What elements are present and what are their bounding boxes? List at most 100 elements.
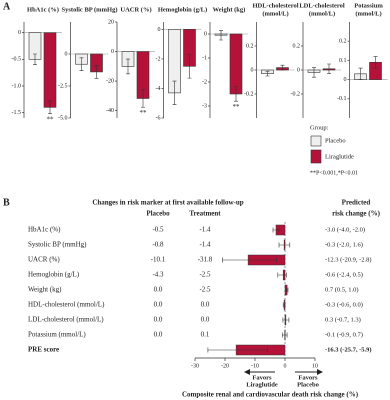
y-tick-label: -6: [156, 115, 161, 121]
error-bar: [141, 89, 145, 108]
error-bar: [79, 57, 84, 71]
y-tick-label: 0: [65, 51, 68, 57]
error-bar: [126, 58, 130, 75]
table-cell: 0.1: [201, 331, 210, 339]
row-label: Systolic BP (mmHg): [28, 241, 87, 249]
y-tick-label: -0.1: [337, 96, 347, 102]
column-header: Treatment: [189, 210, 221, 218]
chart-title: LDL-cholesterol: [299, 2, 345, 9]
significance: **: [47, 115, 55, 123]
value-label: -0.3 (-2.0, 1.6): [325, 241, 363, 248]
error-bar: [278, 242, 291, 248]
value-label: -3.0 (-4.0, -2.0): [325, 226, 365, 233]
row-label: Hemoglobin (g/L): [28, 271, 80, 279]
value-label: 0.3 (-0.7, 1.3): [325, 316, 361, 323]
row-label: HDL-cholesterol (mmol/L): [28, 301, 105, 309]
row-label: PRE score: [28, 346, 59, 354]
y-tick-label: -1.0: [12, 83, 22, 89]
error-bar: [48, 100, 52, 115]
value-label: -0.1 (-0.9, 0.7): [325, 331, 363, 338]
error-bar: [282, 317, 290, 323]
row-label: Weight (kg): [28, 286, 62, 294]
y-tick-label: -2: [156, 56, 161, 62]
y-tick-label: 0: [251, 67, 254, 73]
error-bar: [172, 80, 177, 106]
table-cell: 0.0: [154, 331, 163, 339]
legend-swatch: [310, 149, 322, 164]
y-tick-label: 0.2: [293, 43, 301, 49]
value-label: -0.6 (-2.4, 0.5): [325, 271, 363, 278]
error-bar: [277, 272, 287, 278]
y-tick-label: -1.5: [12, 110, 22, 116]
row-label: HbA1c (%): [28, 226, 61, 234]
chart-title: (mmol/L): [262, 10, 288, 17]
annotation: Liraglutide: [246, 381, 278, 388]
error-bar: [327, 63, 331, 74]
x-tick-label: 0: [284, 363, 287, 369]
value-label: 0.7 (0.5, 1.0): [325, 286, 359, 293]
table-cell: -10.1: [151, 256, 166, 264]
table-cell: -2.5: [199, 271, 211, 279]
y-tick-label: 0.1: [339, 58, 347, 64]
table-cell: -1.4: [199, 226, 211, 234]
error-bar: [222, 257, 277, 263]
legend-label: Liraglutide: [325, 153, 354, 160]
significance: **: [233, 103, 241, 111]
error-bar: [187, 54, 192, 79]
annotation: Placebo: [297, 381, 319, 388]
legend-title: Group:: [310, 124, 329, 131]
error-bar: [272, 227, 280, 233]
legend-note: **P<0.001,*P<0.01: [310, 170, 358, 176]
panel-label: B: [3, 197, 10, 208]
annotation: Favors: [298, 374, 318, 381]
row-label: UACR (%): [28, 256, 60, 264]
error-bar: [234, 86, 238, 102]
error-bar: [358, 67, 363, 80]
y-tick-label: -5.0: [58, 115, 68, 121]
y-tick-label: 0: [18, 30, 21, 36]
table-cell: 0.0: [154, 301, 163, 309]
value-label: -0.3 (-0.6, 0.0): [325, 301, 363, 308]
chart-title: Systolic BP (mmHg): [62, 6, 118, 13]
chart-title: Weight (kg): [213, 6, 246, 13]
legend-swatch: [310, 135, 322, 147]
x-tick-label: -20: [221, 363, 229, 369]
annotation: Favors: [252, 374, 272, 381]
table-cell: -0.8: [152, 241, 164, 249]
error-bar: [282, 302, 286, 308]
column-header: Predicted: [342, 199, 371, 207]
error-bar: [373, 56, 378, 69]
table-cell: 0.0: [201, 301, 210, 309]
chart-title: HDL-cholesterol: [252, 2, 298, 9]
y-tick-label: 0.2: [246, 43, 254, 49]
chart-title: UACR (%): [120, 6, 151, 13]
table-cell: 0.0: [201, 316, 210, 324]
y-tick-label: 0: [204, 31, 207, 37]
y-tick-label: -1: [202, 55, 207, 61]
table-cell: -2.5: [199, 286, 211, 294]
table-cell: -31.8: [198, 256, 213, 264]
y-tick-label: 0: [158, 27, 161, 33]
x-tick-label: -30: [191, 363, 199, 369]
value-label: -16.3 (-25.7, -5.9): [325, 346, 372, 353]
x-axis-title: Composite renal and cardiovascular death…: [182, 391, 359, 399]
error-bar: [265, 70, 270, 77]
y-tick-label: -0.2: [291, 91, 301, 97]
significance: **: [140, 109, 148, 117]
panel-label: A: [3, 1, 11, 12]
column-header: risk change (%): [332, 210, 381, 218]
column-header: Placebo: [146, 210, 170, 218]
error-bar: [207, 347, 268, 353]
chart-title: Hemoglobin (g/L): [158, 6, 207, 13]
y-tick-label: 0: [111, 49, 114, 55]
y-tick-label: -3: [202, 103, 207, 109]
error-bar: [219, 30, 223, 41]
y-tick-label: -2.5: [58, 83, 68, 89]
bar: [43, 32, 57, 108]
y-tick-label: -2: [202, 79, 207, 85]
x-tick-label: 10: [312, 363, 318, 369]
error-bar: [312, 67, 316, 78]
y-tick-label: 20: [108, 19, 114, 25]
table-cell: 0.0: [154, 286, 163, 294]
